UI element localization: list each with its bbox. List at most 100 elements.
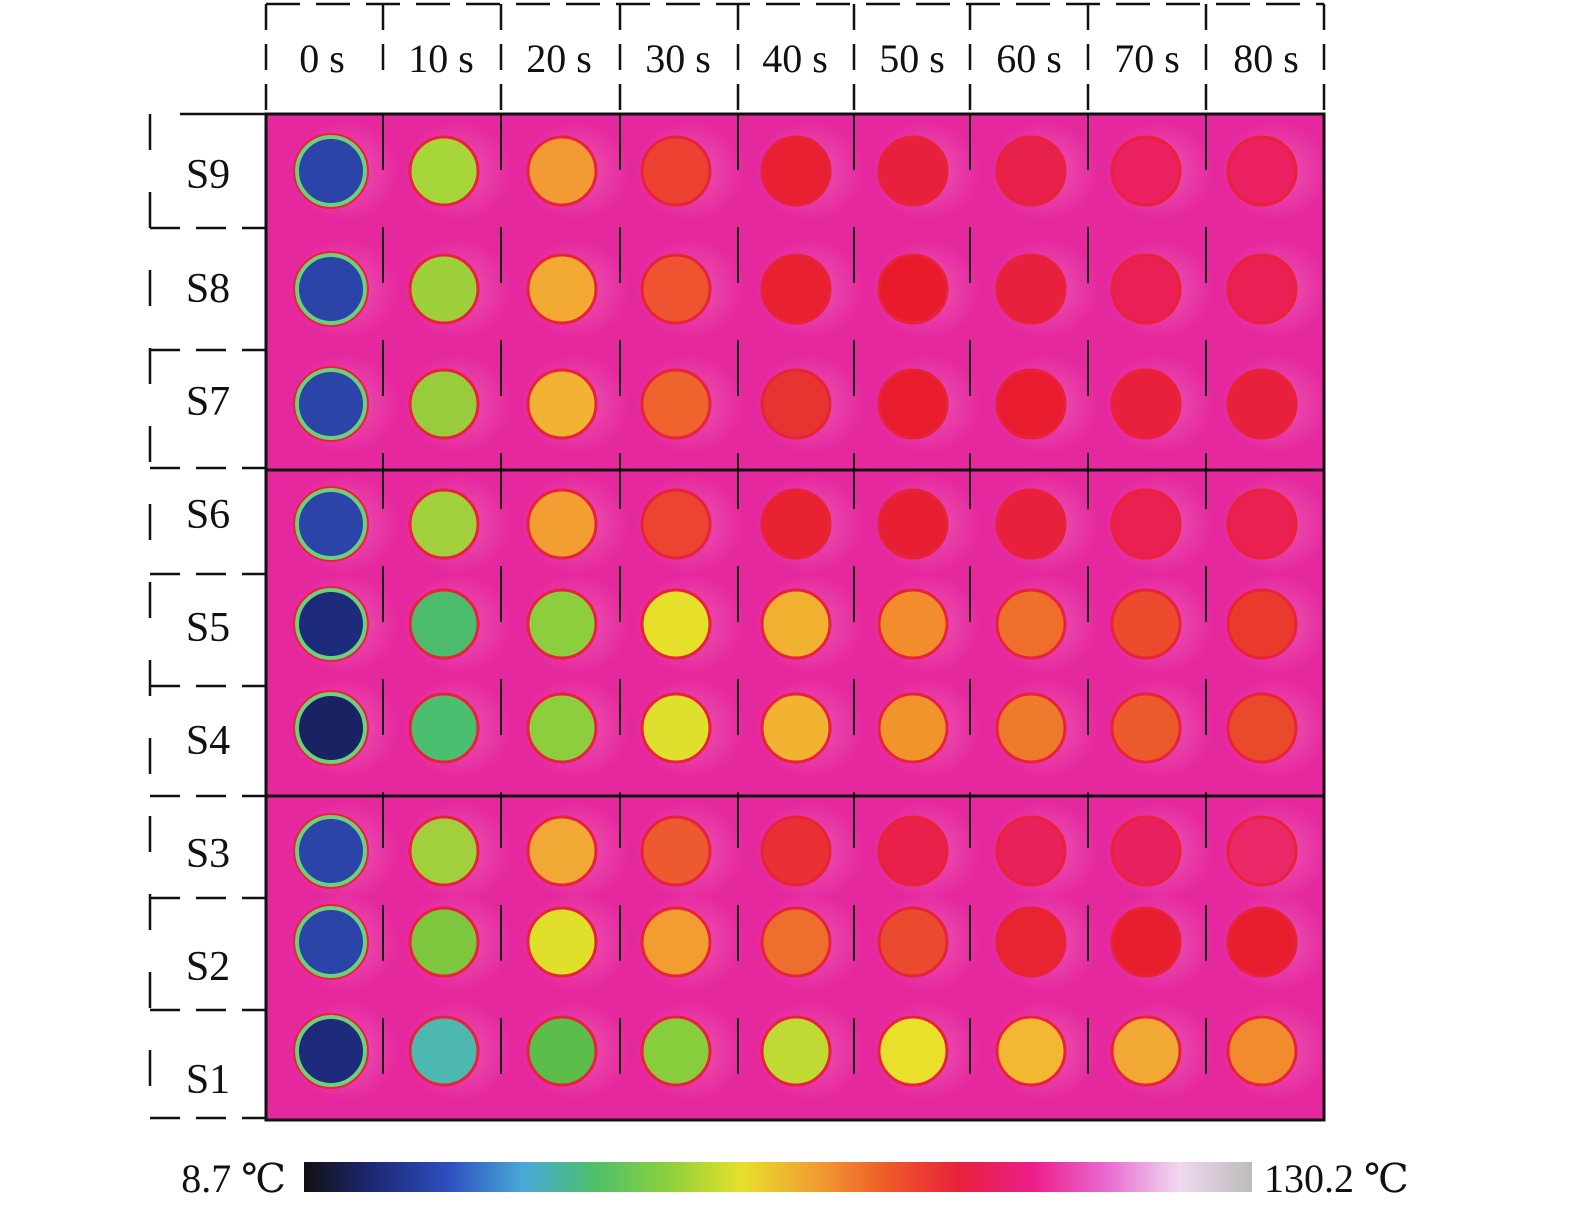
sample-spot-s9-t4 (760, 135, 832, 207)
sample-labels: S9 S8 S7 S6 S5 S4 S3 S2 S1 (186, 152, 230, 1103)
sample-spot-s9-t8 (1226, 135, 1298, 207)
sample-spot-s2-t1 (408, 906, 480, 978)
sample-spot-s2-t2 (526, 906, 598, 978)
sample-spot-s2-t0 (295, 906, 367, 978)
sample-spot-s8-t7 (1110, 253, 1182, 325)
sample-spot-s1-t6 (995, 1015, 1067, 1087)
sample-label-s8: S8 (186, 266, 230, 312)
sample-spot-s4-t5 (877, 692, 949, 764)
sample-spot-s8-t5 (877, 253, 949, 325)
sample-spot-s4-t6 (995, 692, 1067, 764)
colorbar-min-label: 8.7 ℃ (181, 1156, 286, 1201)
time-label-40: 40 s (762, 36, 828, 81)
sample-spot-rim (293, 904, 369, 980)
sample-spot-s6-t4 (760, 488, 832, 560)
sample-spot-s2-t4 (760, 906, 832, 978)
sample-spot-s7-t8 (1226, 368, 1298, 440)
sample-spot-s3-t3 (640, 815, 712, 887)
sample-spot-s6-t8 (1226, 488, 1298, 560)
sample-spot-s5-t2 (526, 588, 598, 660)
sample-spot-s6-t5 (877, 488, 949, 560)
time-label-0: 0 s (299, 36, 345, 81)
column-separators (382, 114, 1207, 1120)
sample-label-s1: S1 (186, 1057, 230, 1103)
sample-spot-s3-t1 (408, 815, 480, 887)
sample-spot-s4-t3 (640, 692, 712, 764)
temperature-colorbar: 8.7 ℃ 130.2 ℃ (181, 1156, 1409, 1201)
sample-spot-s8-t4 (760, 253, 832, 325)
sample-spot-s7-t2 (526, 368, 598, 440)
sample-label-s3: S3 (186, 831, 230, 877)
sample-spot-s8-t1 (408, 253, 480, 325)
sample-spot-rim (293, 366, 369, 442)
sample-spot-rim (293, 813, 369, 889)
time-label-60: 60 s (996, 36, 1062, 81)
sample-spot-rim (293, 690, 369, 766)
sample-spot-s5-t8 (1226, 588, 1298, 660)
sample-spot-s9-t3 (640, 135, 712, 207)
sample-spot-s1-t4 (760, 1015, 832, 1087)
sample-spot-s8-t3 (640, 253, 712, 325)
sample-spot-s6-t6 (995, 488, 1067, 560)
sample-spot-s5-t1 (408, 588, 480, 660)
time-label-80: 80 s (1233, 36, 1299, 81)
sample-spot-s3-t8 (1226, 815, 1298, 887)
sample-spot-s2-t7 (1110, 906, 1182, 978)
sample-spot-s1-t8 (1226, 1015, 1298, 1087)
sample-label-s7: S7 (186, 379, 230, 425)
sample-spot-s7-t3 (640, 368, 712, 440)
sample-spot-s8-t8 (1226, 253, 1298, 325)
sample-label-s4: S4 (186, 718, 230, 764)
sample-spot-s9-t0 (295, 135, 367, 207)
sample-spot-s4-t2 (526, 692, 598, 764)
sample-spot-s8-t0 (295, 253, 367, 325)
sample-spot-s7-t5 (877, 368, 949, 440)
sample-label-s2: S2 (186, 944, 230, 990)
time-label-20: 20 s (526, 36, 592, 81)
sample-spot-s7-t6 (995, 368, 1067, 440)
sample-spot-s8-t6 (995, 253, 1067, 325)
sample-spot-s5-t4 (760, 588, 832, 660)
time-label-70: 70 s (1114, 36, 1180, 81)
sample-spot-s2-t6 (995, 906, 1067, 978)
sample-spot-s4-t8 (1226, 692, 1298, 764)
sample-spot-s3-t4 (760, 815, 832, 887)
sample-spot-s9-t1 (408, 135, 480, 207)
sample-spot-rim (293, 251, 369, 327)
sample-spot-s1-t7 (1110, 1015, 1182, 1087)
sample-spot-s2-t8 (1226, 906, 1298, 978)
sample-spot-s7-t4 (760, 368, 832, 440)
sample-spot-s5-t0 (295, 588, 367, 660)
sample-spot-s4-t1 (408, 692, 480, 764)
sample-spot-rim (293, 1013, 369, 1089)
sample-spot-s1-t3 (640, 1015, 712, 1087)
sample-spot-s9-t2 (526, 135, 598, 207)
sample-label-s9: S9 (186, 152, 230, 198)
sample-spot-s4-t0 (295, 692, 367, 764)
sample-spot-s3-t2 (526, 815, 598, 887)
sample-spot-rim (293, 586, 369, 662)
sample-label-s6: S6 (186, 492, 230, 538)
time-labels: 0 s 10 s 20 s 30 s 40 s 50 s 60 s 70 s 8… (299, 36, 1299, 81)
sample-spot-s1-t2 (526, 1015, 598, 1087)
sample-spot-s6-t2 (526, 488, 598, 560)
sample-spot-s1-t5 (877, 1015, 949, 1087)
time-label-30: 30 s (645, 36, 711, 81)
sample-spot-s5-t6 (995, 588, 1067, 660)
sample-label-frame (148, 112, 266, 1120)
sample-spot-s5-t7 (1110, 588, 1182, 660)
sample-label-s5: S5 (186, 605, 230, 651)
sample-spot-s9-t7 (1110, 135, 1182, 207)
sample-spot-s4-t7 (1110, 692, 1182, 764)
colorbar-strip (304, 1162, 1252, 1192)
sample-spot-s6-t3 (640, 488, 712, 560)
sample-spot-s3-t7 (1110, 815, 1182, 887)
colorbar-max-label: 130.2 ℃ (1264, 1156, 1409, 1201)
sample-spot-s6-t1 (408, 488, 480, 560)
sample-spot-s6-t0 (295, 488, 367, 560)
sample-spot-s7-t7 (1110, 368, 1182, 440)
sample-spot-s1-t0 (295, 1015, 367, 1087)
sample-spot-s5-t3 (640, 588, 712, 660)
sample-spot-s7-t1 (408, 368, 480, 440)
sample-spot-s1-t1 (408, 1015, 480, 1087)
